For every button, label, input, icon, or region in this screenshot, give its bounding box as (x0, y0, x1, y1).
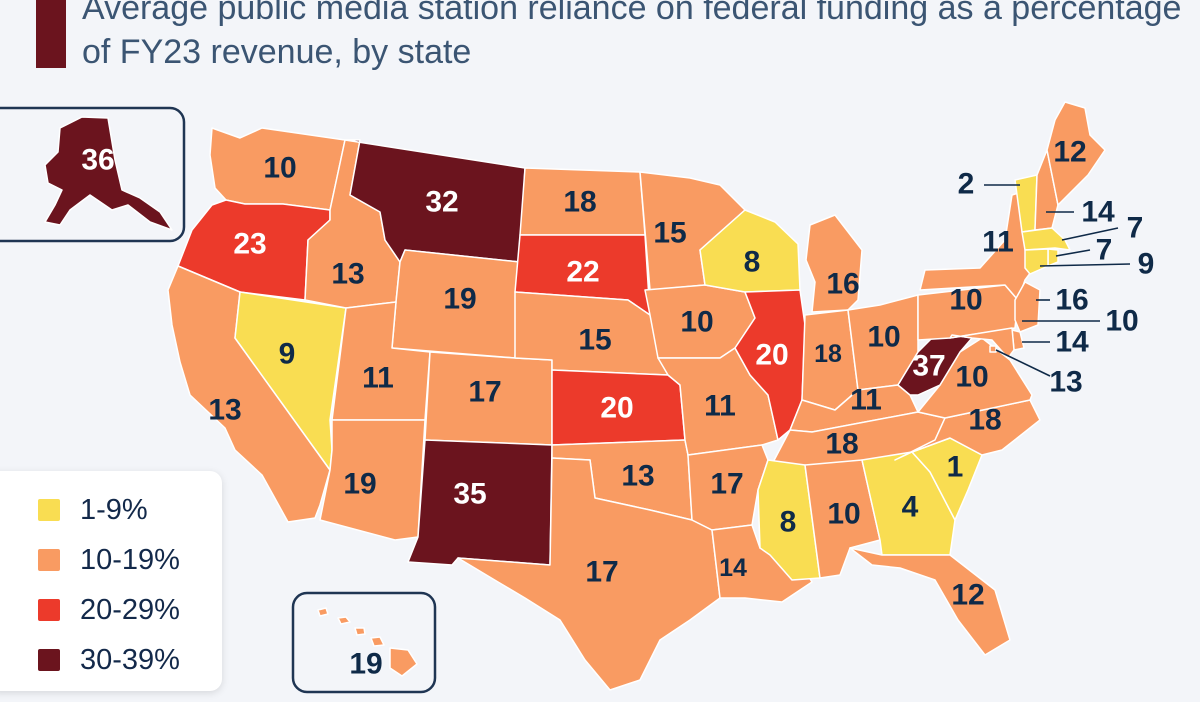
value-label-south-carolina: 1 (947, 451, 964, 484)
value-label-iowa: 10 (680, 306, 713, 339)
state-rhode-island (1047, 248, 1059, 267)
value-label-massachusetts: 7 (1127, 212, 1144, 245)
state-texas (457, 457, 721, 691)
value-label-delaware: 10 (1105, 305, 1138, 338)
legend-swatch (38, 649, 60, 671)
legend-label: 1-9% (80, 493, 148, 526)
value-label-north-dakota: 18 (563, 186, 596, 219)
value-label-wyoming: 19 (443, 283, 476, 316)
value-label-oregon: 23 (233, 228, 266, 261)
state-maryland (949, 327, 1015, 359)
state-massachusetts (1021, 227, 1071, 251)
value-label-district-of-columbia: 13 (1049, 366, 1082, 399)
legend-item: 20-29% (38, 593, 180, 626)
value-label-west-virginia: 37 (912, 350, 945, 383)
state-illinois (734, 289, 806, 441)
legend-label: 10-19% (80, 543, 180, 576)
value-label-pennsylvania: 10 (949, 284, 982, 317)
legend-label: 20-29% (80, 593, 180, 626)
value-label-indiana: 18 (814, 340, 842, 368)
value-label-colorado: 17 (468, 376, 501, 409)
value-label-idaho: 13 (331, 258, 364, 291)
legend-swatch (38, 599, 60, 621)
state-maine (1046, 101, 1106, 206)
value-label-maine: 12 (1053, 136, 1086, 169)
title-accent-bar (36, 0, 66, 68)
legend-item: 10-19% (38, 543, 180, 576)
value-label-nevada: 9 (279, 338, 296, 371)
state-new-hampshire (1034, 149, 1059, 231)
legend-item: 30-39% (38, 643, 180, 676)
value-label-florida: 12 (951, 579, 984, 612)
state-west-virginia (897, 329, 973, 396)
state-missouri (657, 347, 779, 456)
legend-label: 30-39% (80, 643, 180, 676)
leader-line-massachusetts (1061, 227, 1119, 241)
state-arizona (319, 419, 426, 541)
value-label-arizona: 19 (343, 468, 376, 501)
leader-line-district-of-columbia (995, 349, 1051, 377)
value-label-alabama: 10 (827, 498, 860, 531)
state-alaska (44, 116, 173, 231)
value-label-alaska: 36 (81, 144, 114, 177)
value-label-virginia: 10 (955, 361, 988, 394)
value-label-new-york: 11 (982, 226, 1014, 259)
value-label-california: 13 (208, 394, 241, 427)
alaska-inset-frame (0, 106, 186, 243)
value-label-south-dakota: 22 (566, 256, 599, 289)
leader-line-rhode-island (1055, 249, 1091, 257)
value-label-maryland: 14 (1055, 326, 1089, 359)
value-label-minnesota: 15 (653, 217, 686, 250)
value-label-new-hampshire: 14 (1081, 196, 1115, 229)
value-label-ohio: 10 (867, 321, 900, 354)
value-label-hawaii: 19 (349, 648, 382, 681)
leader-line-connecticut (1039, 263, 1131, 267)
value-label-vermont: 2 (958, 168, 975, 201)
value-label-mississippi: 8 (780, 506, 797, 539)
value-label-utah: 11 (362, 362, 394, 395)
state-wisconsin (699, 209, 801, 293)
state-hawaii (317, 607, 418, 677)
state-connecticut (1024, 248, 1049, 275)
value-label-new-jersey: 16 (1055, 284, 1088, 317)
state-north-carolina (894, 399, 1041, 461)
value-label-arkansas: 17 (710, 468, 743, 501)
state-district-of-columbia (989, 345, 997, 353)
legend-swatch (38, 499, 60, 521)
state-louisiana (711, 524, 813, 603)
value-label-north-carolina: 18 (968, 404, 1001, 437)
state-new-jersey (1014, 281, 1041, 333)
value-label-connecticut: 9 (1138, 248, 1155, 281)
value-label-michigan: 16 (826, 268, 859, 301)
value-label-texas: 17 (585, 556, 618, 589)
value-label-montana: 32 (425, 186, 458, 219)
legend-panel: 1-9% 10-19% 20-29% 30-39% (0, 471, 222, 691)
value-label-missouri: 11 (704, 390, 736, 423)
state-florida (849, 547, 1011, 656)
map-title: Average public media station reliance on… (82, 0, 1182, 71)
value-label-illinois: 20 (755, 339, 788, 372)
legend-item: 1-9% (38, 493, 148, 526)
state-arkansas (687, 444, 769, 531)
value-label-louisiana: 14 (719, 554, 747, 582)
value-label-wisconsin: 8 (744, 246, 761, 279)
hawaii-inset-frame (291, 591, 437, 694)
value-label-rhode-island: 7 (1096, 234, 1113, 267)
value-label-kansas: 20 (600, 392, 633, 425)
value-label-oklahoma: 13 (621, 460, 654, 493)
value-label-nebraska: 15 (578, 324, 611, 357)
value-label-tennessee: 18 (825, 428, 858, 461)
value-label-kentucky: 11 (850, 384, 882, 417)
legend-swatch (38, 549, 60, 571)
value-label-georgia: 4 (902, 491, 919, 524)
value-label-new-mexico: 35 (453, 478, 486, 511)
value-label-washington: 10 (263, 152, 296, 185)
